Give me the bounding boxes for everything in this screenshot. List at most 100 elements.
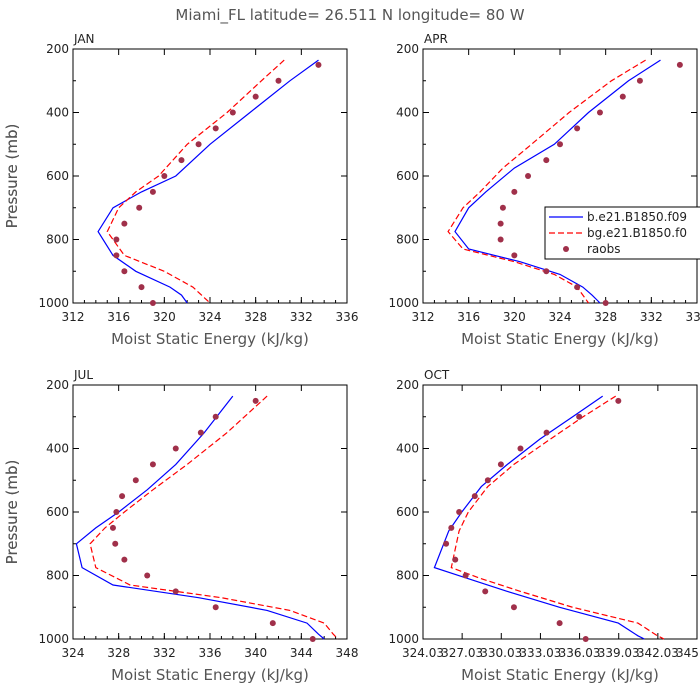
- y-tick-label: 400: [396, 106, 419, 120]
- panel-jul: JUL 324 328 332 336 340 344 348 200 400 600 800 1000…: [3, 368, 358, 684]
- raobs-point: [149, 188, 156, 195]
- raobs-point: [615, 397, 622, 404]
- y-tick-label: 200: [396, 378, 419, 392]
- legend-entry-label: bg.e21.B1850.f0: [587, 226, 687, 240]
- legend-swatch-raobs: [563, 246, 569, 252]
- y-tick-label: 800: [46, 569, 69, 583]
- raobs-point: [511, 188, 518, 195]
- raobs-point: [602, 300, 609, 306]
- y-tick-label: 600: [396, 169, 419, 183]
- raobs-point: [212, 125, 219, 132]
- raobs-point: [136, 204, 143, 211]
- y-tick-label: 1000: [388, 632, 419, 646]
- x-tick-label: 345.03: [676, 646, 700, 660]
- x-tick-label: 340: [244, 646, 267, 660]
- raobs-point: [172, 445, 179, 452]
- x-tick-label: 336.03: [559, 646, 601, 660]
- y-axis-label: Pressure (mb): [3, 460, 21, 565]
- raobs-point: [195, 141, 202, 148]
- raobs-point: [212, 604, 219, 611]
- raobs-point: [676, 61, 683, 68]
- x-tick-label: 328: [244, 310, 267, 324]
- raobs-point: [229, 109, 236, 116]
- raobs-point: [574, 284, 581, 291]
- raobs-point: [511, 252, 518, 259]
- x-tick-label: 336: [686, 310, 700, 324]
- legend-entry-label: raobs: [587, 242, 621, 256]
- raobs-point: [149, 461, 156, 468]
- raobs-point: [275, 77, 282, 84]
- raobs-point: [252, 397, 259, 404]
- raobs-point: [510, 604, 517, 611]
- panel-label: OCT: [424, 368, 450, 382]
- x-tick-label: 327.03: [441, 646, 483, 660]
- raobs-point: [497, 461, 504, 468]
- series-line-b: [454, 59, 661, 304]
- x-tick-label: 332: [640, 310, 663, 324]
- series-line-bg: [450, 395, 665, 640]
- raobs-point: [138, 284, 145, 291]
- y-tick-label: 800: [46, 233, 69, 247]
- panel-label: JAN: [73, 32, 95, 46]
- x-tick-label: 332: [290, 310, 313, 324]
- raobs-point: [556, 620, 563, 627]
- x-tick-label: 348: [336, 646, 359, 660]
- raobs-point: [576, 413, 583, 420]
- raobs-point: [178, 157, 185, 164]
- raobs-point: [452, 556, 459, 563]
- x-tick-label: 312: [412, 310, 435, 324]
- series-line-bg: [89, 395, 339, 640]
- raobs-point: [471, 493, 478, 500]
- y-tick-label: 1000: [38, 632, 69, 646]
- raobs-point: [113, 236, 120, 243]
- x-tick-label: 336: [199, 646, 222, 660]
- series-line-b: [97, 59, 319, 304]
- raobs-point: [113, 252, 120, 259]
- x-tick-label: 332: [153, 646, 176, 660]
- raobs-point: [315, 61, 322, 68]
- raobs-point: [448, 524, 455, 531]
- x-tick-label: 324: [62, 646, 85, 660]
- raobs-point: [525, 173, 532, 179]
- raobs-point: [543, 268, 550, 275]
- raobs-point: [121, 556, 128, 563]
- series-line-b: [433, 395, 645, 640]
- raobs-point: [456, 509, 463, 515]
- raobs-point: [109, 524, 116, 531]
- raobs-point: [619, 93, 626, 100]
- raobs-point: [517, 445, 524, 452]
- raobs-point: [132, 477, 139, 484]
- y-tick-label: 800: [396, 233, 419, 247]
- raobs-point: [443, 540, 450, 547]
- raobs-point: [269, 620, 276, 627]
- x-tick-label: 320: [503, 310, 526, 324]
- raobs-point: [121, 268, 128, 275]
- raobs-point: [172, 588, 179, 595]
- panel-jan: JAN 312 316 320 324 328 332 336 200 400 600 800 1000…: [3, 32, 358, 348]
- y-tick-label: 200: [46, 42, 69, 56]
- y-tick-label: 600: [46, 505, 69, 519]
- series-line-bg: [447, 59, 646, 304]
- raobs-point: [121, 220, 128, 227]
- raobs-point: [144, 572, 151, 579]
- y-tick-label: 200: [396, 42, 419, 56]
- page-title: Miami_FL latitude= 26.511 N longitude= 8…: [175, 6, 524, 25]
- x-tick-label: 320: [153, 310, 176, 324]
- x-tick-label: 312: [62, 310, 85, 324]
- x-axis-label: Moist Static Energy (kJ/kg): [111, 330, 309, 348]
- raobs-point: [112, 540, 119, 547]
- x-axis-label: Moist Static Energy (kJ/kg): [111, 666, 309, 684]
- panel-oct: OCT324.03327.03330.03333.03336.03339.033…: [3, 368, 700, 684]
- raobs-point: [309, 636, 316, 642]
- x-tick-label: 316: [457, 310, 480, 324]
- y-tick-label: 400: [46, 106, 69, 120]
- raobs-point: [212, 413, 219, 420]
- x-tick-label: 324: [199, 310, 222, 324]
- raobs-point: [543, 429, 550, 436]
- x-tick-label: 344: [290, 646, 313, 660]
- y-tick-label: 400: [46, 442, 69, 456]
- raobs-point: [482, 588, 489, 595]
- raobs-point: [636, 77, 643, 84]
- raobs-point: [252, 93, 259, 100]
- y-tick-label: 600: [46, 169, 69, 183]
